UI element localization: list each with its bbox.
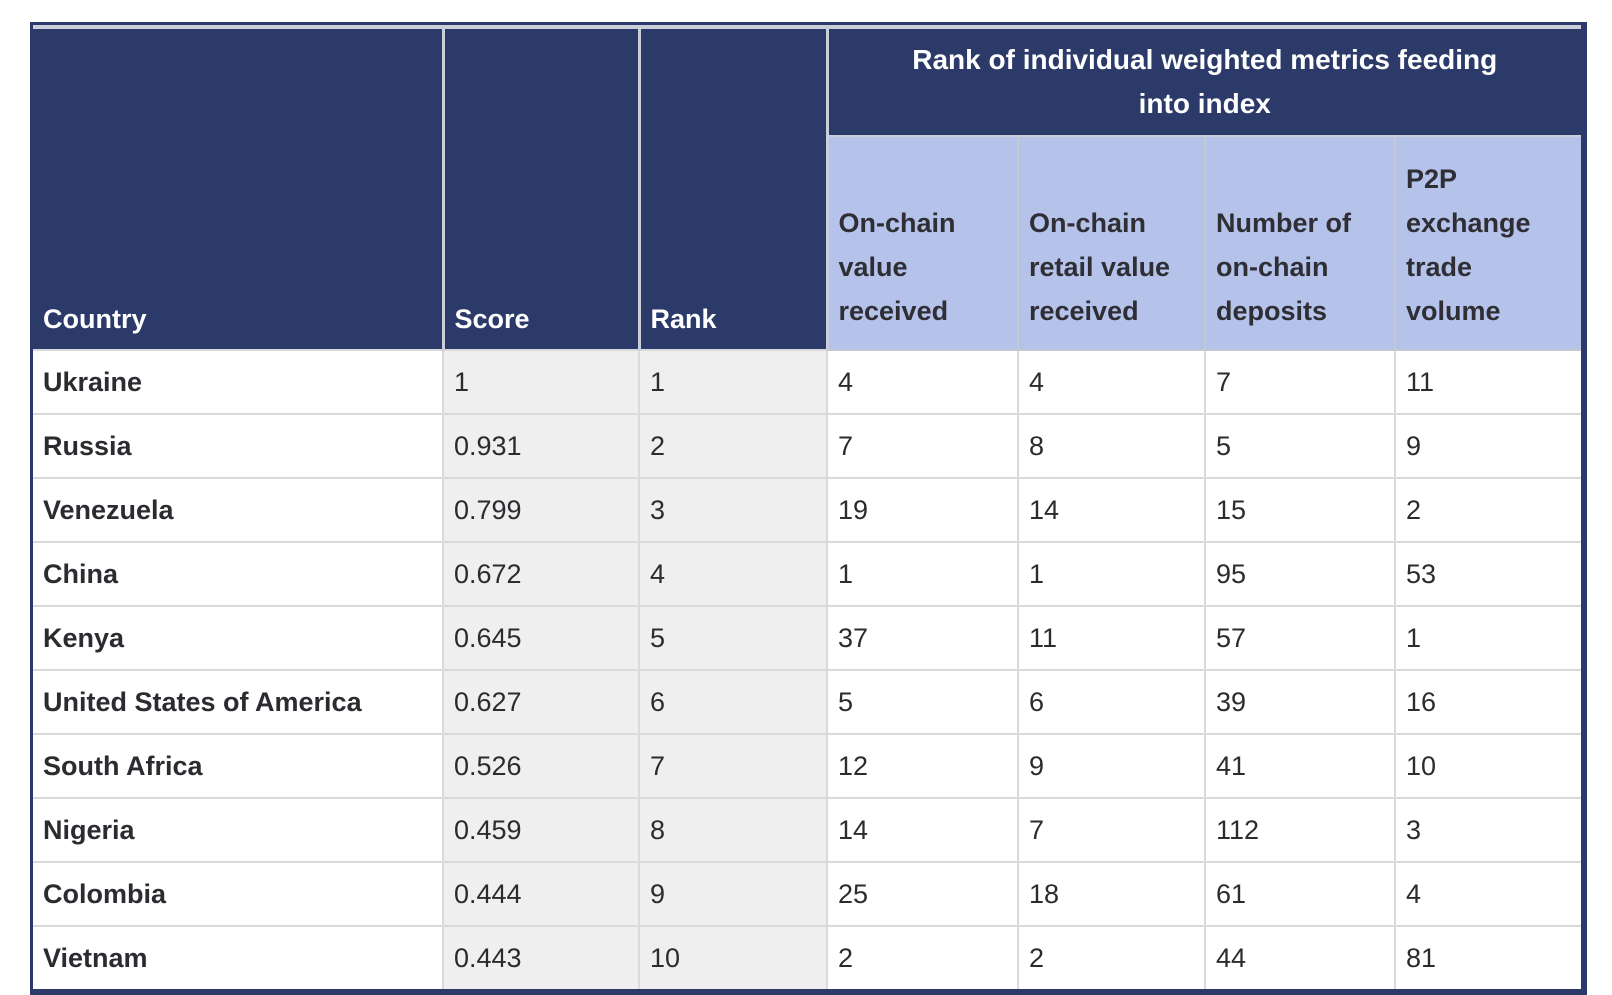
- country-cell: China: [33, 541, 444, 607]
- metric-cell-onchain-value: 37: [826, 605, 1019, 671]
- rank-cell: 5: [638, 605, 828, 671]
- rank-cell: 6: [638, 669, 828, 735]
- metric-cell-p2p: 53: [1394, 541, 1581, 607]
- metric-cell-onchain-value: 25: [826, 861, 1019, 927]
- score-cell: 0.444: [442, 861, 640, 927]
- table-row-venezuela: Venezuela 0.799 3 19 14 15 2: [33, 477, 1581, 543]
- table-row-usa: United States of America 0.627 6 5 6 39 …: [33, 669, 1581, 735]
- metric-cell-retail-value: 9: [1017, 733, 1206, 799]
- score-cell: 0.627: [442, 669, 640, 735]
- metric-cell-onchain-value: 7: [826, 413, 1019, 479]
- metric-cell-retail-value: 11: [1017, 605, 1206, 671]
- metric-cell-deposits: 95: [1204, 541, 1396, 607]
- column-header-onchain-value: On-chain value received: [827, 135, 1019, 351]
- column-header-score: Score: [441, 25, 641, 350]
- metric-cell-onchain-value: 2: [826, 925, 1019, 989]
- score-cell: 0.526: [442, 733, 640, 799]
- score-cell: 0.645: [442, 605, 640, 671]
- metric-cell-retail-value: 4: [1017, 349, 1206, 415]
- rank-cell: 10: [638, 925, 828, 989]
- table-header: Country Score Rank Rank of individual we…: [33, 25, 1581, 351]
- metric-cell-p2p: 4: [1394, 861, 1581, 927]
- country-cell: Vietnam: [33, 925, 444, 989]
- metric-cell-onchain-value: 12: [826, 733, 1019, 799]
- table-row-nigeria: Nigeria 0.459 8 14 7 112 3: [33, 797, 1581, 863]
- crypto-adoption-table: Country Score Rank Rank of individual we…: [33, 25, 1581, 989]
- metric-cell-p2p: 1: [1394, 605, 1581, 671]
- table-row-kenya: Kenya 0.645 5 37 11 57 1: [33, 605, 1581, 671]
- header-group-row: Country Score Rank Rank of individual we…: [33, 25, 1581, 350]
- table-row-vietnam: Vietnam 0.443 10 2 2 44 81: [33, 925, 1581, 989]
- table-row-south-africa: South Africa 0.526 7 12 9 41 10: [33, 733, 1581, 799]
- rank-cell: 8: [638, 797, 828, 863]
- metric-cell-onchain-value: 5: [826, 669, 1019, 735]
- score-cell: 0.443: [442, 925, 640, 989]
- group-header-label: Rank of individual weighted metrics feed…: [912, 44, 1498, 119]
- metric-cell-retail-value: 6: [1017, 669, 1206, 735]
- table-row-china: China 0.672 4 1 1 95 53: [33, 541, 1581, 607]
- header-sub-row: On-chain value received On-chain retail …: [33, 135, 1581, 351]
- metric-cell-onchain-value: 4: [826, 349, 1019, 415]
- crypto-adoption-table-frame: Country Score Rank Rank of individual we…: [30, 22, 1587, 995]
- metric-cell-retail-value: 1: [1017, 541, 1206, 607]
- metric-cell-p2p: 9: [1394, 413, 1581, 479]
- score-cell: 0.459: [442, 797, 640, 863]
- country-cell: Venezuela: [33, 477, 444, 543]
- rank-cell: 2: [638, 413, 828, 479]
- metric-cell-onchain-value: 1: [826, 541, 1019, 607]
- table-body: Ukraine 1 1 4 4 7 11 Russia 0.931 2 7 8 …: [33, 349, 1581, 989]
- column-header-p2p-volume: P2P exchange trade volume: [1394, 135, 1581, 351]
- rank-cell: 9: [638, 861, 828, 927]
- metric-cell-retail-value: 8: [1017, 413, 1206, 479]
- table-row-colombia: Colombia 0.444 9 25 18 61 4: [33, 861, 1581, 927]
- metric-cell-deposits: 57: [1204, 605, 1396, 671]
- metric-cell-onchain-value: 19: [826, 477, 1019, 543]
- country-cell: Nigeria: [33, 797, 444, 863]
- metric-cell-p2p: 16: [1394, 669, 1581, 735]
- metric-cell-deposits: 44: [1204, 925, 1396, 989]
- metric-cell-p2p: 10: [1394, 733, 1581, 799]
- group-header-metrics: Rank of individual weighted metrics feed…: [825, 25, 1581, 137]
- metric-cell-deposits: 15: [1204, 477, 1396, 543]
- metric-cell-deposits: 7: [1204, 349, 1396, 415]
- metric-cell-deposits: 39: [1204, 669, 1396, 735]
- country-cell: South Africa: [33, 733, 444, 799]
- metric-cell-p2p: 11: [1394, 349, 1581, 415]
- column-header-rank: Rank: [637, 25, 829, 350]
- metric-cell-p2p: 2: [1394, 477, 1581, 543]
- score-cell: 0.931: [442, 413, 640, 479]
- metric-cell-p2p: 81: [1394, 925, 1581, 989]
- table-row-russia: Russia 0.931 2 7 8 5 9: [33, 413, 1581, 479]
- metric-cell-retail-value: 7: [1017, 797, 1206, 863]
- metric-cell-onchain-value: 14: [826, 797, 1019, 863]
- column-header-country: Country: [33, 25, 445, 350]
- metric-cell-deposits: 112: [1204, 797, 1396, 863]
- column-header-onchain-deposits: Number of on-chain deposits: [1204, 135, 1396, 351]
- metric-cell-retail-value: 14: [1017, 477, 1206, 543]
- metric-cell-deposits: 61: [1204, 861, 1396, 927]
- country-cell: Russia: [33, 413, 444, 479]
- rank-cell: 3: [638, 477, 828, 543]
- metric-cell-retail-value: 2: [1017, 925, 1206, 989]
- score-cell: 0.672: [442, 541, 640, 607]
- metric-cell-deposits: 5: [1204, 413, 1396, 479]
- rank-cell: 7: [638, 733, 828, 799]
- country-cell: Colombia: [33, 861, 444, 927]
- table-row-ukraine: Ukraine 1 1 4 4 7 11: [33, 349, 1581, 415]
- score-cell: 0.799: [442, 477, 640, 543]
- country-cell: Kenya: [33, 605, 444, 671]
- country-cell: United States of America: [33, 669, 444, 735]
- metric-cell-deposits: 41: [1204, 733, 1396, 799]
- metric-cell-retail-value: 18: [1017, 861, 1206, 927]
- country-cell: Ukraine: [33, 349, 444, 415]
- rank-cell: 1: [638, 349, 828, 415]
- rank-cell: 4: [638, 541, 828, 607]
- score-cell: 1: [442, 349, 640, 415]
- column-header-onchain-retail-value: On-chain retail value received: [1017, 135, 1206, 351]
- metric-cell-p2p: 3: [1394, 797, 1581, 863]
